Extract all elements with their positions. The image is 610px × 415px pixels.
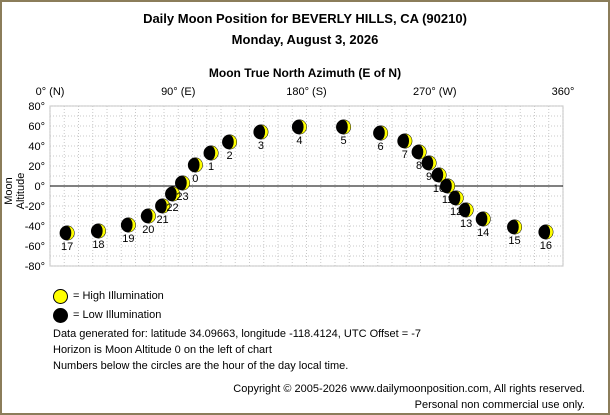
y-tick-label: -80° [25,261,45,273]
x-tick-label: 90° (E) [161,86,195,98]
x-axis-label: Moon True North Azimuth (E of N) [208,66,402,80]
high-illumination-icon [53,289,68,304]
legend-low-label: = Low Illumination [73,309,162,321]
moon-lit-portion [148,209,156,223]
copyright-use-text: Personal non commercial use only. [414,399,585,411]
hour-label: 9 [426,171,432,183]
moon-lit-portion [128,218,136,232]
hour-label: 21 [156,214,168,226]
legend-high-label: = High Illumination [73,290,164,302]
y-tick-label: 40° [28,141,45,153]
hour-label: 18 [92,239,104,251]
hour-label: 5 [340,135,346,147]
low-illumination-icon [53,308,68,323]
hour-label: 22 [166,202,178,214]
y-tick-label: 60° [28,121,45,133]
moon-lit-portion [447,179,455,193]
y-tick-label: 80° [28,101,45,113]
moon-lit-portion [439,168,447,182]
y-tick-label: 20° [28,161,45,173]
moon-lit-portion [260,125,268,140]
y-tick-label: -40° [25,221,45,233]
hour-label: 3 [258,140,264,152]
moon-lit-portion [98,224,106,238]
moon-lit-portion [229,135,237,149]
moon-lit-portion [211,146,219,160]
y-tick-label: -20° [25,201,45,213]
moon-lit-portion [343,120,351,134]
x-tick-label: 180° (S) [286,86,326,98]
moon-lit-portion [514,220,522,234]
hour-label: 14 [477,227,489,239]
moon-lit-portion [419,145,427,159]
hour-label: 0 [192,173,198,185]
hour-label: 7 [402,149,408,161]
x-tick-label: 270° (W) [413,86,457,98]
note-location: Data generated for: latitude 34.09663, l… [53,328,422,340]
moon-lit-portion [456,191,464,205]
hour-label: 20 [142,224,154,236]
moon-lit-portion [545,225,553,239]
copyright-text: Copyright © 2005-2026 www.dailymoonposit… [233,383,585,395]
hour-label: 1 [208,161,214,173]
page-title: Daily Moon Position for BEVERLY HILLS, C… [143,11,467,26]
y-tick-label: 0° [34,181,45,193]
hour-label: 4 [296,135,302,147]
x-tick-label: 0° (N) [36,86,65,98]
hour-label: 13 [460,218,472,230]
hour-label: 16 [540,240,552,252]
moon-lit-portion [172,187,180,201]
hour-label: 23 [176,191,188,203]
moon-lit-portion [429,156,437,171]
moon-lit-portion [182,176,190,190]
hour-label: 2 [226,150,232,162]
page-subtitle: Monday, August 3, 2026 [231,32,379,47]
hour-label: 15 [508,235,520,247]
hour-label: 19 [122,233,134,245]
moon-lit-portion [483,212,491,226]
hour-label: 17 [61,241,73,253]
moon-lit-portion [195,158,203,172]
moon-lit-portion [162,199,170,213]
moon-lit-portion [67,226,75,240]
x-tick-label: 360° [552,86,575,98]
note-horizon: Horizon is Moon Altitude 0 on the left o… [53,344,272,356]
moon-lit-portion [466,203,474,217]
hour-label: 6 [378,141,384,153]
hour-label: 8 [416,160,422,172]
hour-label: 11 [442,194,453,206]
moon-lit-portion [299,120,307,134]
note-hours: Numbers below the circles are the hour o… [53,360,349,372]
moon-lit-portion [380,126,388,140]
moon-lit-portion [404,134,412,148]
y-tick-label: -60° [25,241,45,253]
